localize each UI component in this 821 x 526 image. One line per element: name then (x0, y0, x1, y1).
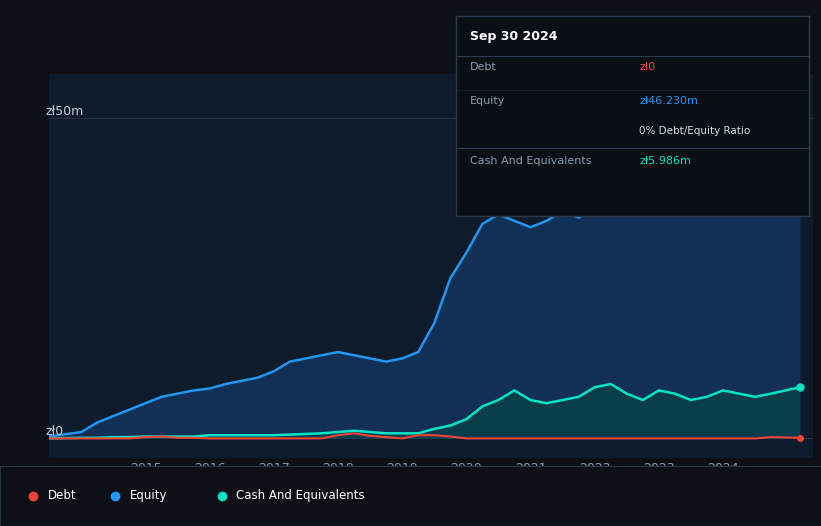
Text: Debt: Debt (470, 62, 497, 72)
Text: zł0: zł0 (640, 62, 655, 72)
Text: zł50m: zł50m (45, 105, 84, 118)
Text: zł5.986m: zł5.986m (640, 156, 691, 166)
Text: 0% Debt/Equity Ratio: 0% Debt/Equity Ratio (640, 126, 750, 136)
Text: Cash And Equivalents: Cash And Equivalents (236, 489, 365, 502)
Text: Equity: Equity (130, 489, 167, 502)
Text: Equity: Equity (470, 96, 505, 106)
Text: zł0: zł0 (45, 426, 63, 439)
Text: zł46.230m: zł46.230m (640, 96, 698, 106)
Text: Debt: Debt (48, 489, 76, 502)
Text: Sep 30 2024: Sep 30 2024 (470, 30, 557, 43)
Text: Cash And Equivalents: Cash And Equivalents (470, 156, 591, 166)
